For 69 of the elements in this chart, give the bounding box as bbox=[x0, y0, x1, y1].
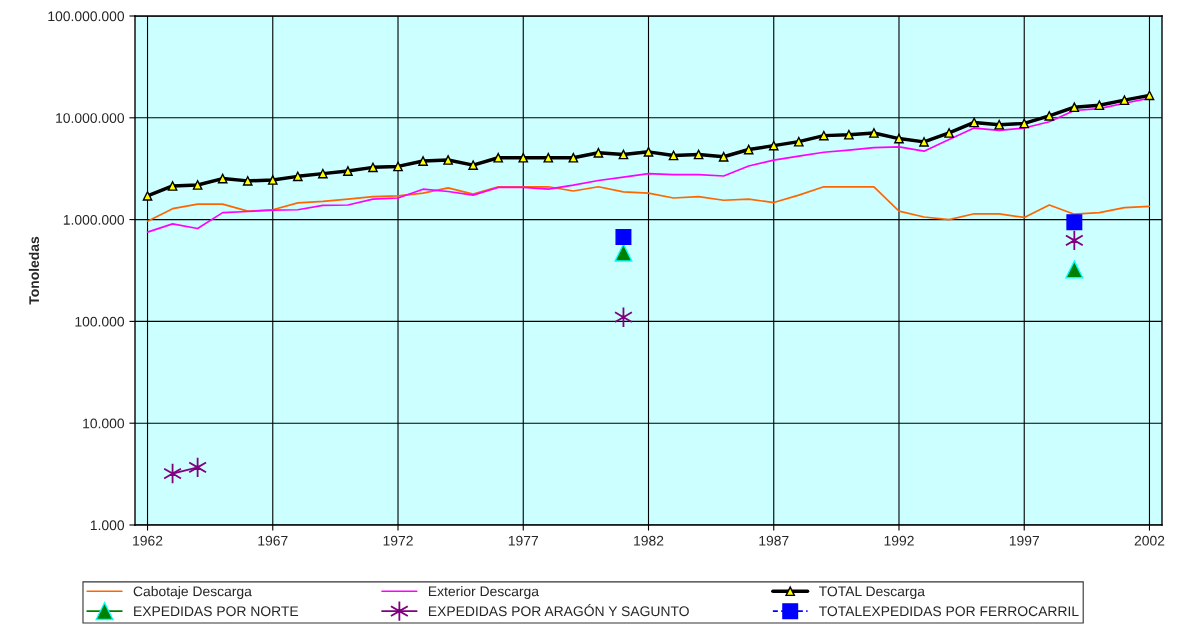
point bbox=[1065, 260, 1084, 279]
point bbox=[768, 140, 779, 151]
point bbox=[793, 136, 804, 147]
x-tick-label: 1972 bbox=[383, 535, 413, 546]
legend-label: TOTALEXPEDIDAS POR FERROCARRIL bbox=[819, 606, 1079, 617]
point bbox=[418, 156, 428, 166]
point bbox=[318, 168, 328, 179]
y-tick-label: 10.000.000 bbox=[56, 113, 125, 123]
point bbox=[142, 191, 153, 201]
y-tick-label: 1.000 bbox=[90, 520, 125, 531]
x-tick-label: 1992 bbox=[884, 535, 914, 546]
y-tick-label: 100.000.000 bbox=[48, 11, 125, 22]
point bbox=[1065, 229, 1084, 252]
x-tick-label: 1967 bbox=[258, 535, 288, 546]
point bbox=[292, 171, 303, 182]
x-tick-label: 1962 bbox=[133, 535, 163, 546]
point bbox=[1094, 100, 1105, 111]
point bbox=[188, 456, 207, 479]
point bbox=[443, 155, 453, 165]
point bbox=[1069, 102, 1080, 113]
point bbox=[944, 128, 954, 138]
x-tick-label: 2002 bbox=[1134, 535, 1165, 546]
point bbox=[1019, 118, 1030, 129]
point bbox=[393, 161, 403, 172]
point bbox=[994, 119, 1005, 130]
point bbox=[615, 229, 632, 246]
point bbox=[368, 162, 378, 173]
y-tick-label: 1.000.000 bbox=[63, 214, 125, 225]
point bbox=[844, 129, 854, 140]
legend-label: TOTAL Descarga bbox=[819, 586, 925, 599]
point bbox=[217, 173, 228, 184]
point bbox=[242, 176, 253, 186]
point bbox=[668, 150, 679, 161]
point bbox=[593, 147, 604, 158]
point bbox=[894, 133, 904, 144]
point bbox=[568, 152, 579, 163]
point bbox=[743, 144, 754, 155]
legend-label: Exterior Descarga bbox=[428, 586, 539, 599]
legend-label: EXPEDIDAS POR ARAGÓN Y SAGUNTO bbox=[428, 603, 689, 617]
point bbox=[1119, 95, 1130, 106]
x-tick-label: 1987 bbox=[759, 535, 789, 546]
point bbox=[614, 243, 633, 262]
point bbox=[1144, 90, 1155, 101]
point bbox=[192, 180, 203, 190]
point bbox=[1066, 214, 1083, 231]
point bbox=[869, 128, 879, 138]
point bbox=[343, 166, 353, 176]
x-tick-label: 1977 bbox=[508, 535, 539, 546]
legend-label: EXPEDIDAS POR NORTE bbox=[134, 606, 299, 617]
point bbox=[543, 152, 554, 163]
point bbox=[518, 152, 529, 163]
point bbox=[267, 175, 278, 185]
point bbox=[919, 137, 929, 147]
x-tick-label: 1982 bbox=[634, 535, 664, 546]
y-axis-title: Tonoledas bbox=[28, 236, 40, 305]
point bbox=[693, 149, 704, 160]
point bbox=[618, 149, 629, 160]
y-tick-label: 100.000 bbox=[75, 316, 125, 327]
legend-label: Cabotaje Descarga bbox=[133, 586, 252, 599]
point bbox=[167, 181, 178, 191]
point bbox=[493, 152, 504, 163]
point bbox=[468, 160, 479, 170]
point bbox=[818, 130, 829, 141]
point bbox=[1044, 110, 1055, 121]
y-tick-label: 10.000 bbox=[83, 418, 125, 429]
x-tick-label: 1997 bbox=[1009, 535, 1039, 546]
point bbox=[718, 151, 729, 162]
point bbox=[969, 117, 979, 128]
point bbox=[643, 146, 654, 157]
